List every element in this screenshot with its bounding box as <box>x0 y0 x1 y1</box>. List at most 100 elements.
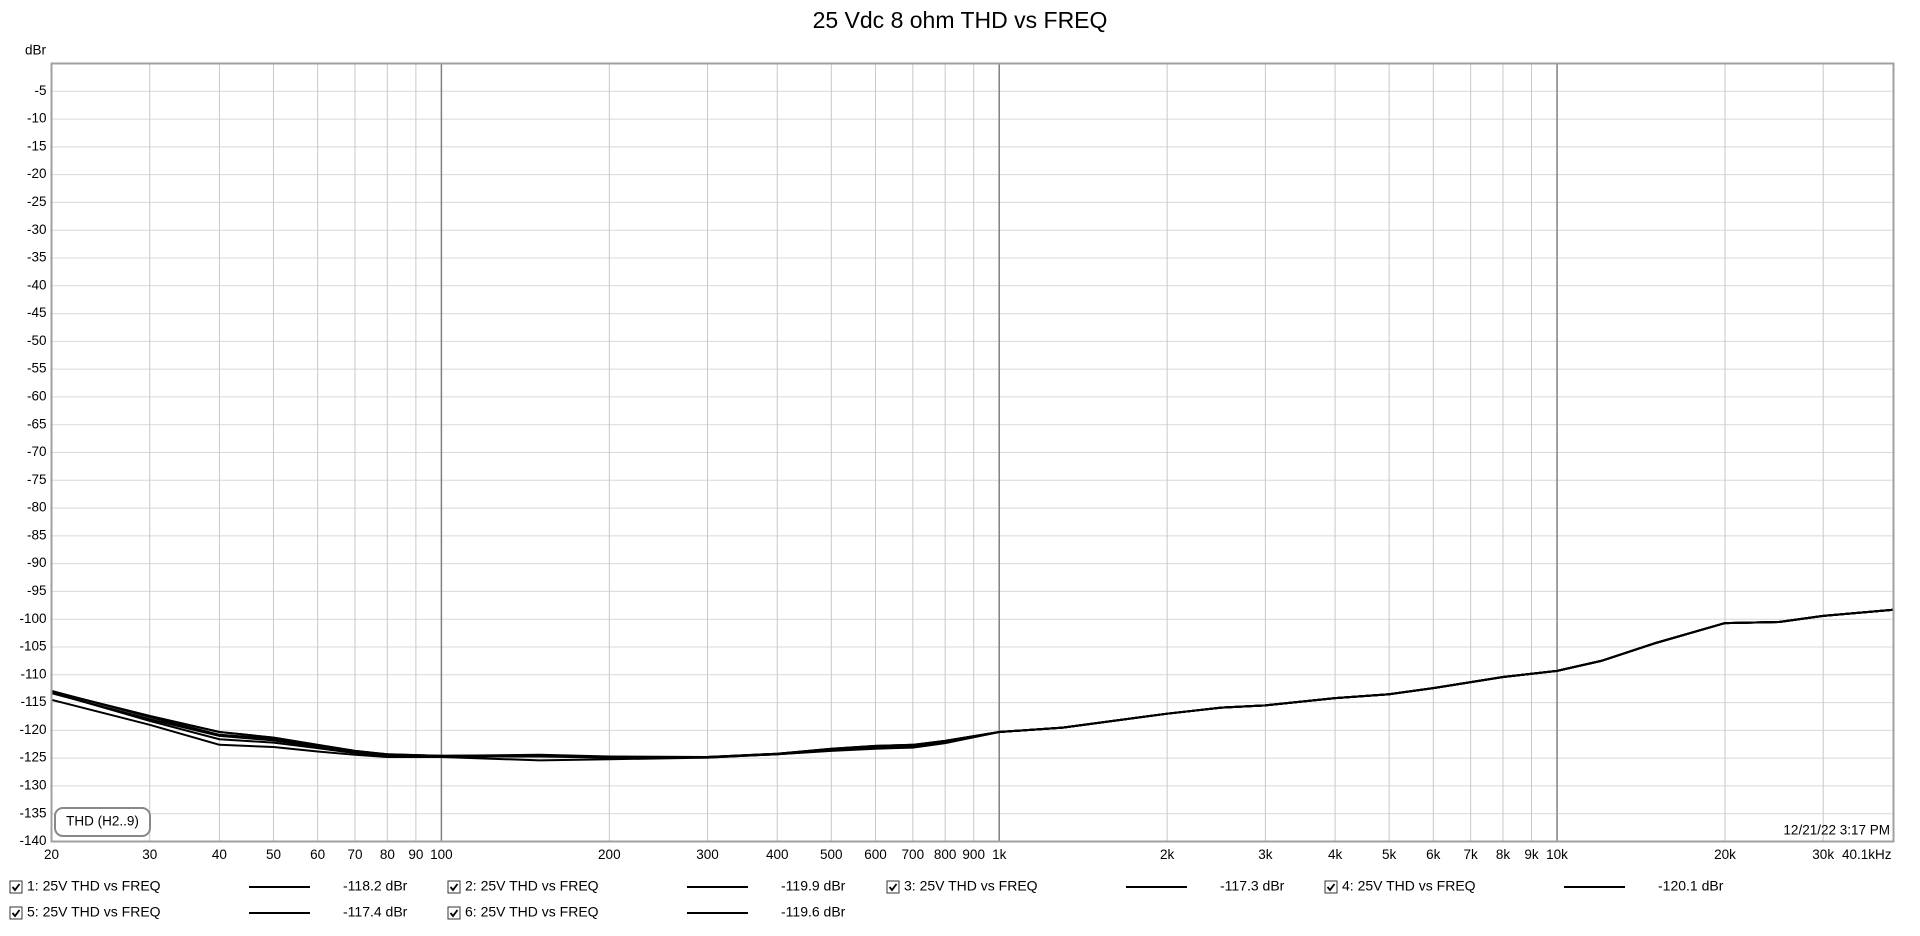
x-tick-label: 2k <box>1160 847 1175 862</box>
x-tick-label: 3k <box>1258 847 1273 862</box>
x-tick-label: 400 <box>766 847 789 862</box>
legend-checkbox[interactable] <box>9 906 23 920</box>
y-tick-label: -15 <box>27 138 47 153</box>
x-tick-label: 80 <box>380 847 395 862</box>
x-tick-label: 5k <box>1382 847 1397 862</box>
y-tick-label: -80 <box>27 500 47 515</box>
legend-check <box>449 883 459 892</box>
x-tick-label: 70 <box>347 847 362 862</box>
x-tick-label: 30 <box>142 847 157 862</box>
axes: -5 -10 -15 -20 -25 -30 -35 -40 -45 -50 -55 -60 -65 -7… <box>19 83 1891 862</box>
legend-readout: -119.9 dBr <box>781 878 846 894</box>
legend-check <box>1326 883 1336 892</box>
legend-item: 5: 25V THD vs FREQ -117.4 dBr <box>9 904 408 920</box>
x-tick-label: 300 <box>696 847 719 862</box>
x-tick-label: 9k <box>1524 847 1539 862</box>
y-tick-label: -60 <box>27 388 47 403</box>
y-tick-label: -55 <box>27 361 47 376</box>
y-tick-label: -100 <box>19 611 46 626</box>
y-tick-label: -10 <box>27 111 47 126</box>
y-tick-label: -20 <box>27 166 47 181</box>
x-tick-label: 900 <box>962 847 985 862</box>
x-tick-label: 500 <box>820 847 843 862</box>
y-tick-label: -70 <box>27 444 47 459</box>
legend-checkbox[interactable] <box>1324 880 1338 894</box>
legend-check <box>449 909 459 918</box>
legend-item: 3: 25V THD vs FREQ -117.3 dBr <box>886 878 1285 894</box>
legend-checkbox[interactable] <box>886 880 900 894</box>
x-tick-label: 7k <box>1464 847 1479 862</box>
legend-label: 3: 25V THD vs FREQ <box>904 878 1038 894</box>
x-tick-label: 1k <box>992 847 1007 862</box>
legend-checkbox[interactable] <box>447 880 461 894</box>
legend-label: 6: 25V THD vs FREQ <box>465 904 599 920</box>
timestamp: 12/21/22 3:17 PM <box>1783 823 1890 838</box>
legend-check <box>11 909 21 918</box>
x-tick-label: 600 <box>864 847 887 862</box>
legend-label: 1: 25V THD vs FREQ <box>27 878 161 894</box>
y-tick-label: -25 <box>27 194 47 209</box>
y-tick-label: -35 <box>27 250 47 265</box>
x-tick-label: 10k <box>1546 847 1568 862</box>
legend-readout: -117.4 dBr <box>343 904 408 920</box>
x-tick-label: 20k <box>1714 847 1736 862</box>
x-tick-label: 8k <box>1496 847 1511 862</box>
y-tick-label: -30 <box>27 222 47 237</box>
legend-check <box>888 883 898 892</box>
legend-label: 5: 25V THD vs FREQ <box>27 904 161 920</box>
x-tick-label: 20 <box>44 847 59 862</box>
x-tick-label: 6k <box>1426 847 1441 862</box>
y-tick-label: -65 <box>27 416 47 431</box>
chart-title: 25 Vdc 8 ohm THD vs FREQ <box>813 7 1108 33</box>
x-tick-label: 4k <box>1328 847 1343 862</box>
y-tick-label: -5 <box>34 83 46 98</box>
legend-readout: -120.1 dBr <box>1658 878 1724 894</box>
series-line <box>51 608 1894 759</box>
legend-label: 4: 25V THD vs FREQ <box>1342 878 1476 894</box>
y-tick-label: -85 <box>27 527 47 542</box>
x-tick-label: 50 <box>266 847 281 862</box>
y-tick-label: -125 <box>19 750 46 765</box>
y-tick-label: -120 <box>19 722 46 737</box>
legend-item: 6: 25V THD vs FREQ -119.6 dBr <box>447 904 846 920</box>
legend-checkbox[interactable] <box>9 880 23 894</box>
legend-label: 2: 25V THD vs FREQ <box>465 878 599 894</box>
legend-item: 1: 25V THD vs FREQ -118.2 dBr <box>9 878 408 894</box>
legend-readout: -118.2 dBr <box>343 878 408 894</box>
legend-readout: -119.6 dBr <box>781 904 846 920</box>
legend-item: 4: 25V THD vs FREQ -120.1 dBr <box>1324 878 1724 894</box>
y-tick-label: -45 <box>27 305 47 320</box>
y-tick-label: -75 <box>27 472 47 487</box>
legend-item: 2: 25V THD vs FREQ -119.9 dBr <box>447 878 846 894</box>
x-tick-label: 60 <box>310 847 325 862</box>
x-tick-label: 800 <box>934 847 957 862</box>
legend-check <box>11 883 21 892</box>
y-tick-label: -40 <box>27 277 47 292</box>
annotation-box <box>54 807 151 837</box>
y-tick-label: -130 <box>19 777 46 792</box>
x-tick-label: 40 <box>212 847 227 862</box>
y-tick-label: -105 <box>19 639 46 654</box>
x-tick-label: 100 <box>430 847 453 862</box>
x-tick-label: 30k <box>1812 847 1834 862</box>
y-axis-label: dBr <box>25 43 47 58</box>
x-tick-label: 90 <box>408 847 423 862</box>
plot-border <box>50 62 1895 843</box>
y-tick-label: -115 <box>20 694 46 709</box>
y-tick-label: -135 <box>19 805 46 820</box>
legend: 1: 25V THD vs FREQ -118.2 dBr 2: 25V THD v… <box>9 878 1724 920</box>
y-tick-label: -50 <box>27 333 47 348</box>
y-tick-label: -110 <box>20 666 46 681</box>
lines <box>51 608 1894 762</box>
y-tick-label: -90 <box>27 555 47 570</box>
y-tick-label: -95 <box>27 583 47 598</box>
x-tick-label: 40.1kHz <box>1842 847 1892 862</box>
annotation: THD (H2..9) <box>66 814 139 829</box>
x-tick-label: 200 <box>598 847 621 862</box>
legend-readout: -117.3 dBr <box>1220 878 1285 894</box>
y-tick-label: -140 <box>19 833 46 848</box>
legend-checkbox[interactable] <box>447 906 461 920</box>
x-tick-label: 700 <box>902 847 925 862</box>
